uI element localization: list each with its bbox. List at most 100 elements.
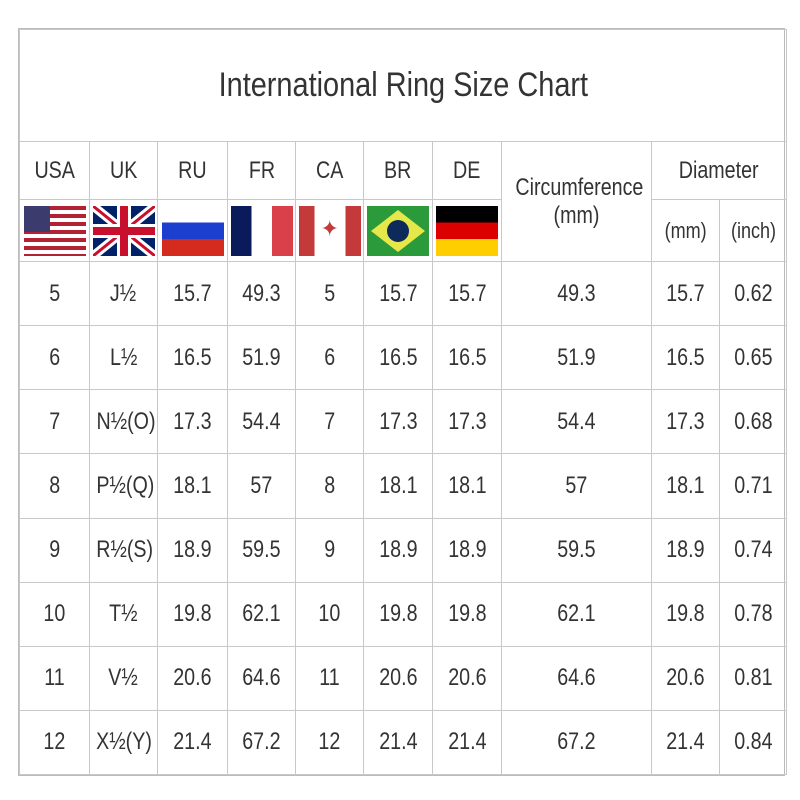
cell-value: X½(Y) — [96, 728, 152, 756]
cell-br: 18.1 — [363, 453, 433, 519]
table-row: 8 P½(Q) 18.1 57 8 18.1 18.1 57 18.1 0.71 — [19, 453, 788, 519]
table-row: 10 T½ 19.8 62.1 10 19.8 19.8 62.1 19.8 0.78 — [19, 581, 788, 647]
cell-value: R½(S) — [96, 536, 154, 564]
cell-circumference-mm: 62.1 — [501, 581, 652, 647]
cell-fr: 49.3 — [227, 260, 296, 327]
cell-usa: 12 — [19, 709, 90, 776]
cell-de: 18.9 — [432, 517, 502, 583]
cell-value: 12 — [43, 728, 66, 756]
cell-circumference-mm: 54.4 — [501, 389, 652, 455]
table-row: 5 J½ 15.7 49.3 5 15.7 15.7 49.3 15.7 0.62 — [19, 260, 788, 327]
cell-value: 17.3 — [666, 407, 705, 435]
cell-value: 49.3 — [242, 279, 281, 307]
cell-usa: 10 — [19, 581, 90, 647]
cell-fr: 51.9 — [227, 325, 296, 391]
france-flag-icon — [227, 199, 296, 262]
cell-br: 16.5 — [363, 325, 433, 391]
cell-fr: 62.1 — [227, 581, 296, 647]
cell-value: 0.78 — [733, 600, 773, 628]
cell-value: 19.8 — [447, 600, 487, 628]
cell-value: V½ — [108, 664, 139, 692]
cell-value: N½(O) — [96, 407, 156, 435]
header-ca: CA — [295, 141, 364, 200]
cell-value: 18.1 — [447, 471, 487, 499]
cell-value: 17.3 — [173, 407, 212, 435]
cell-diameter-mm: 20.6 — [651, 645, 720, 711]
cell-uk: P½(Q) — [89, 453, 158, 519]
cell-usa: 7 — [19, 389, 90, 455]
cell-value: 15.7 — [173, 279, 212, 307]
cell-circumference-mm: 64.6 — [501, 645, 652, 711]
cell-value: 21.4 — [447, 728, 487, 756]
us-flag-icon — [19, 199, 90, 262]
cell-value: 20.6 — [378, 664, 418, 692]
cell-value: 15.7 — [666, 279, 705, 307]
table-row: 6 L½ 16.5 51.9 6 16.5 16.5 51.9 16.5 0.65 — [19, 325, 788, 391]
cell-value: 59.5 — [242, 536, 281, 564]
table-row: 7 N½(O) 17.3 54.4 7 17.3 17.3 54.4 17.3 0.68 — [19, 389, 788, 455]
cell-circumference-mm: 57 — [501, 453, 652, 519]
cell-uk: T½ — [89, 581, 158, 647]
cell-value: 59.5 — [557, 536, 596, 564]
cell-de: 18.1 — [432, 453, 502, 519]
cell-diameter-inch: 0.84 — [718, 709, 788, 776]
cell-diameter-mm: 16.5 — [651, 325, 720, 391]
cell-value: 0.62 — [733, 279, 773, 307]
cell-value: 6 — [324, 343, 335, 371]
cell-value: 49.3 — [557, 279, 596, 307]
header-de: DE — [432, 141, 502, 200]
cell-usa: 8 — [19, 453, 90, 519]
cell-circumference-mm: 51.9 — [501, 325, 652, 391]
cell-diameter-mm: 19.8 — [651, 581, 720, 647]
cell-de: 16.5 — [432, 325, 502, 391]
header-usa: USA — [19, 141, 90, 200]
cell-value: 12 — [318, 728, 341, 756]
cell-ca: 7 — [295, 389, 364, 455]
cell-diameter-mm: 18.9 — [651, 517, 720, 583]
cell-br: 17.3 — [363, 389, 433, 455]
cell-diameter-inch: 0.74 — [718, 517, 788, 583]
cell-diameter-inch: 0.62 — [718, 260, 788, 327]
header-ru: RU — [157, 141, 228, 200]
cell-diameter-inch: 0.78 — [718, 581, 788, 647]
cell-value: 20.6 — [173, 664, 212, 692]
cell-ru: 18.1 — [157, 453, 228, 519]
uk-flag-icon — [89, 199, 158, 262]
cell-br: 21.4 — [363, 709, 433, 776]
cell-value: 16.5 — [378, 343, 418, 371]
cell-diameter-mm: 15.7 — [651, 260, 720, 327]
header-circumference: Circumference (mm) — [501, 141, 652, 262]
cell-de: 21.4 — [432, 709, 502, 776]
cell-value: 15.7 — [447, 279, 487, 307]
header-fr: FR — [227, 141, 296, 200]
cell-circumference-mm: 59.5 — [501, 517, 652, 583]
cell-fr: 64.6 — [227, 645, 296, 711]
cell-value: 20.6 — [666, 664, 705, 692]
ring-size-chart: International Ring Size Chart USA UK RU … — [18, 28, 788, 776]
cell-br: 15.7 — [363, 260, 433, 327]
cell-value: 19.8 — [173, 600, 212, 628]
cell-value: 0.65 — [733, 343, 773, 371]
cell-value: 15.7 — [378, 279, 418, 307]
cell-value: 57 — [565, 471, 588, 499]
cell-ru: 17.3 — [157, 389, 228, 455]
cell-usa: 11 — [19, 645, 90, 711]
cell-value: 62.1 — [557, 600, 596, 628]
cell-ca: 8 — [295, 453, 364, 519]
cell-value: 5 — [49, 279, 60, 307]
cell-value: 54.4 — [242, 407, 281, 435]
table-row: 12 X½(Y) 21.4 67.2 12 21.4 21.4 67.2 21.4 0.84 — [19, 709, 788, 776]
cell-ru: 16.5 — [157, 325, 228, 391]
cell-value: 18.9 — [173, 536, 212, 564]
cell-ca: 6 — [295, 325, 364, 391]
cell-value: 16.5 — [173, 343, 212, 371]
cell-fr: 67.2 — [227, 709, 296, 776]
cell-value: 18.9 — [447, 536, 487, 564]
cell-ru: 20.6 — [157, 645, 228, 711]
cell-br: 19.8 — [363, 581, 433, 647]
cell-value: 0.68 — [733, 407, 773, 435]
cell-value: 18.1 — [173, 471, 212, 499]
cell-value: 6 — [49, 343, 60, 371]
cell-value: 21.4 — [378, 728, 418, 756]
cell-value: 17.3 — [378, 407, 418, 435]
